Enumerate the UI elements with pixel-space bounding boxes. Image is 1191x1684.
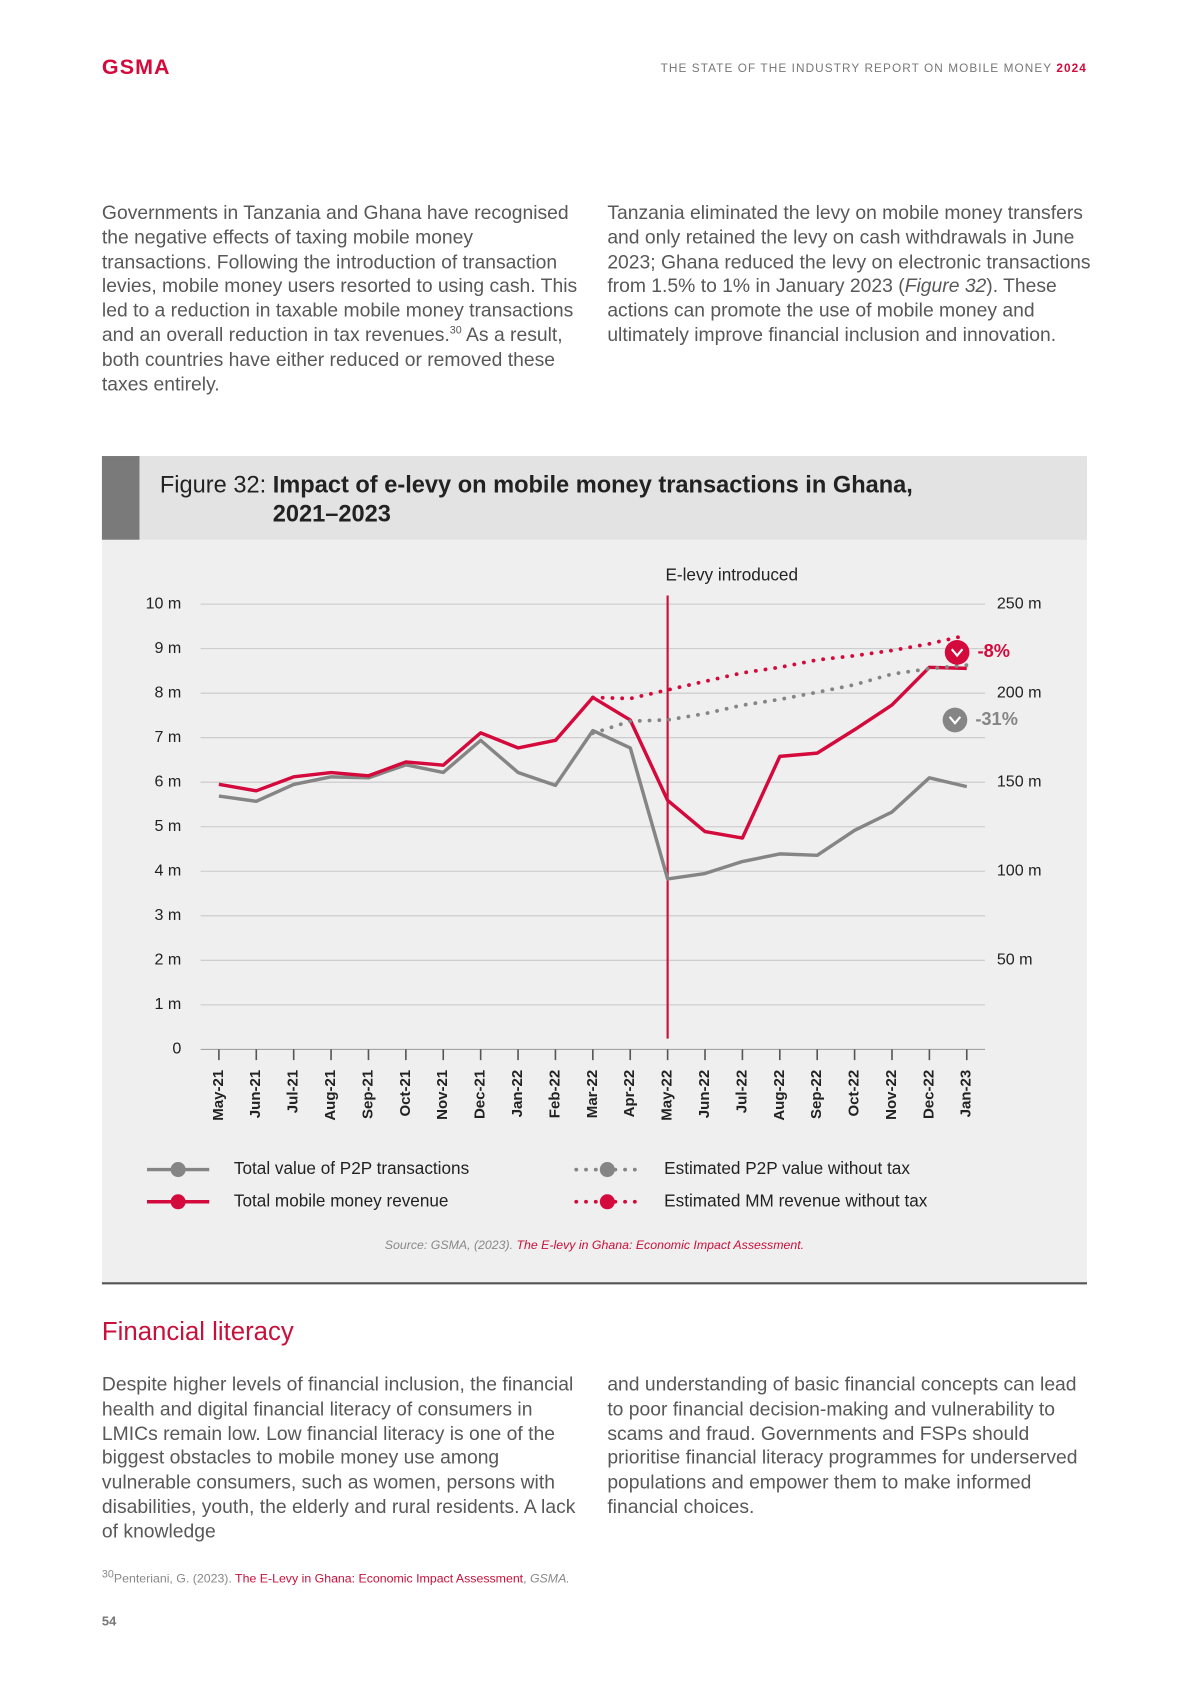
y2-tick-label: 250 m <box>997 594 1042 612</box>
x-tick-label: Jan-23 <box>958 1070 975 1118</box>
x-tick-label: May-22 <box>659 1070 676 1121</box>
y2-tick-label: 150 m <box>997 772 1042 790</box>
event-label: E-levy introduced <box>665 565 798 585</box>
legend-marker <box>170 1162 186 1178</box>
x-tick-label: Dec-22 <box>920 1070 937 1119</box>
annotation-marker <box>944 640 970 665</box>
y-tick-label: 6 m <box>155 772 182 790</box>
x-tick-label: May-21 <box>210 1070 227 1121</box>
annotation-chevron <box>948 716 962 725</box>
y-tick-label: 1 m <box>155 995 182 1013</box>
annotation-marker <box>942 707 968 733</box>
source-text: Source: GSMA, (2023). <box>384 1239 517 1253</box>
y-tick-label: 7 m <box>155 728 182 746</box>
intro-left: Governments in Tanzania and Ghana have r… <box>102 201 587 397</box>
section-right: and understanding of basic financial con… <box>607 1373 1078 1518</box>
y-tick-label: 0 <box>172 1040 181 1058</box>
figure-label: Figure 32: <box>159 471 273 498</box>
series-line <box>590 663 969 736</box>
footnote-publisher: GSMA. <box>529 1573 570 1586</box>
y2-tick-label: 200 m <box>997 683 1042 701</box>
report-year: 2024 <box>1056 62 1087 76</box>
y-tick-label: 3 m <box>155 906 182 924</box>
figure-title-text: Impact of e-levy on mobile money transac… <box>272 471 913 527</box>
footnote-sep: , <box>523 1573 530 1586</box>
text: Governments in Tanzania and Ghana have r… <box>101 201 578 346</box>
figure-ref: Figure 32 <box>904 275 987 297</box>
x-tick-label: Jan-22 <box>509 1070 526 1118</box>
text: Tanzania eliminated the levy on mobile m… <box>607 201 1091 297</box>
figure-tab <box>101 456 140 540</box>
logo: GSMA <box>101 55 171 80</box>
legend-marker <box>170 1194 186 1210</box>
x-tick-label: Jun-22 <box>696 1070 713 1118</box>
section-heading: Financial literacy <box>101 1317 294 1347</box>
legend-label: Estimated MM revenue without tax <box>664 1190 928 1210</box>
figure-title-band <box>101 456 1087 540</box>
x-tick-label: Jul-21 <box>285 1070 302 1113</box>
y2-tick-label: 50 m <box>997 951 1033 969</box>
figure-panel <box>101 456 1087 1285</box>
x-tick-label: Jun-21 <box>247 1070 264 1118</box>
legend-label: Estimated P2P value without tax <box>664 1158 910 1178</box>
x-tick-label: Nov-22 <box>883 1070 900 1120</box>
legend-label: Total mobile money revenue <box>234 1190 449 1210</box>
footnote: 30Penteriani, G. (2023). The E-Levy in G… <box>102 1569 570 1586</box>
y-tick-label: 9 m <box>155 639 182 657</box>
page-number: 54 <box>101 1613 117 1629</box>
y2-tick-label: 100 m <box>997 862 1042 880</box>
y-tick-label: 4 m <box>155 862 182 880</box>
text: ). These actions can promote the use of … <box>607 275 1057 346</box>
report-name: THE STATE OF THE INDUSTRY REPORT ON MOBI… <box>660 62 1057 76</box>
legend-marker <box>599 1194 615 1210</box>
series-line <box>590 633 969 701</box>
x-tick-label: Feb-22 <box>546 1070 563 1118</box>
y-tick-label: 5 m <box>155 817 182 835</box>
section-left: Despite higher levels of financial inclu… <box>101 1373 576 1542</box>
footnote-text: Penteriani, G. (2023). <box>113 1573 236 1586</box>
legend-marker <box>599 1162 615 1178</box>
x-tick-label: Oct-21 <box>397 1070 414 1117</box>
source-link[interactable]: The E-levy in Ghana: Economic Impact Ass… <box>516 1239 805 1253</box>
footnote-ref: 30 <box>449 325 462 337</box>
x-tick-label: Jul-22 <box>733 1070 750 1113</box>
annotation-text: -8% <box>978 640 1010 661</box>
x-tick-label: Sep-22 <box>808 1070 825 1119</box>
x-tick-label: Apr-22 <box>621 1070 638 1118</box>
x-tick-label: Sep-21 <box>359 1070 376 1119</box>
footnote-number: 30 <box>101 1568 114 1581</box>
y-tick-label: 2 m <box>155 951 182 969</box>
series-line <box>218 728 968 881</box>
figure-source: Source: GSMA, (2023). The E-levy in Ghan… <box>102 1239 1087 1252</box>
y-tick-label: 8 m <box>155 683 182 701</box>
footnote-link[interactable]: The E-Levy in Ghana: Economic Impact Ass… <box>235 1573 524 1586</box>
y-tick-label: 10 m <box>146 594 182 612</box>
annotation-chevron <box>950 648 964 658</box>
x-tick-label: Dec-21 <box>472 1070 489 1119</box>
x-tick-label: Oct-22 <box>846 1070 863 1117</box>
chart: 0 1 m 2 m 3 m 4 m 5 m 6 m 7 m 8 m 9 m 10 m 50 m 100 … <box>146 565 1042 1211</box>
x-tick-label: Aug-22 <box>771 1070 788 1121</box>
intro-right: Tanzania eliminated the levy on mobile m… <box>607 201 1092 348</box>
annotation-text: -31% <box>975 708 1018 729</box>
figure-title: Figure 32: Impact of e-levy on mobile mo… <box>160 470 981 528</box>
running-header: THE STATE OF THE INDUSTRY REPORT ON MOBI… <box>661 62 1087 75</box>
legend-label: Total value of P2P transactions <box>234 1158 469 1178</box>
x-tick-label: Nov-21 <box>434 1070 451 1120</box>
x-tick-label: Mar-22 <box>584 1070 601 1118</box>
text: As a result, both countries have either … <box>101 324 563 395</box>
x-tick-label: Aug-21 <box>322 1070 339 1121</box>
